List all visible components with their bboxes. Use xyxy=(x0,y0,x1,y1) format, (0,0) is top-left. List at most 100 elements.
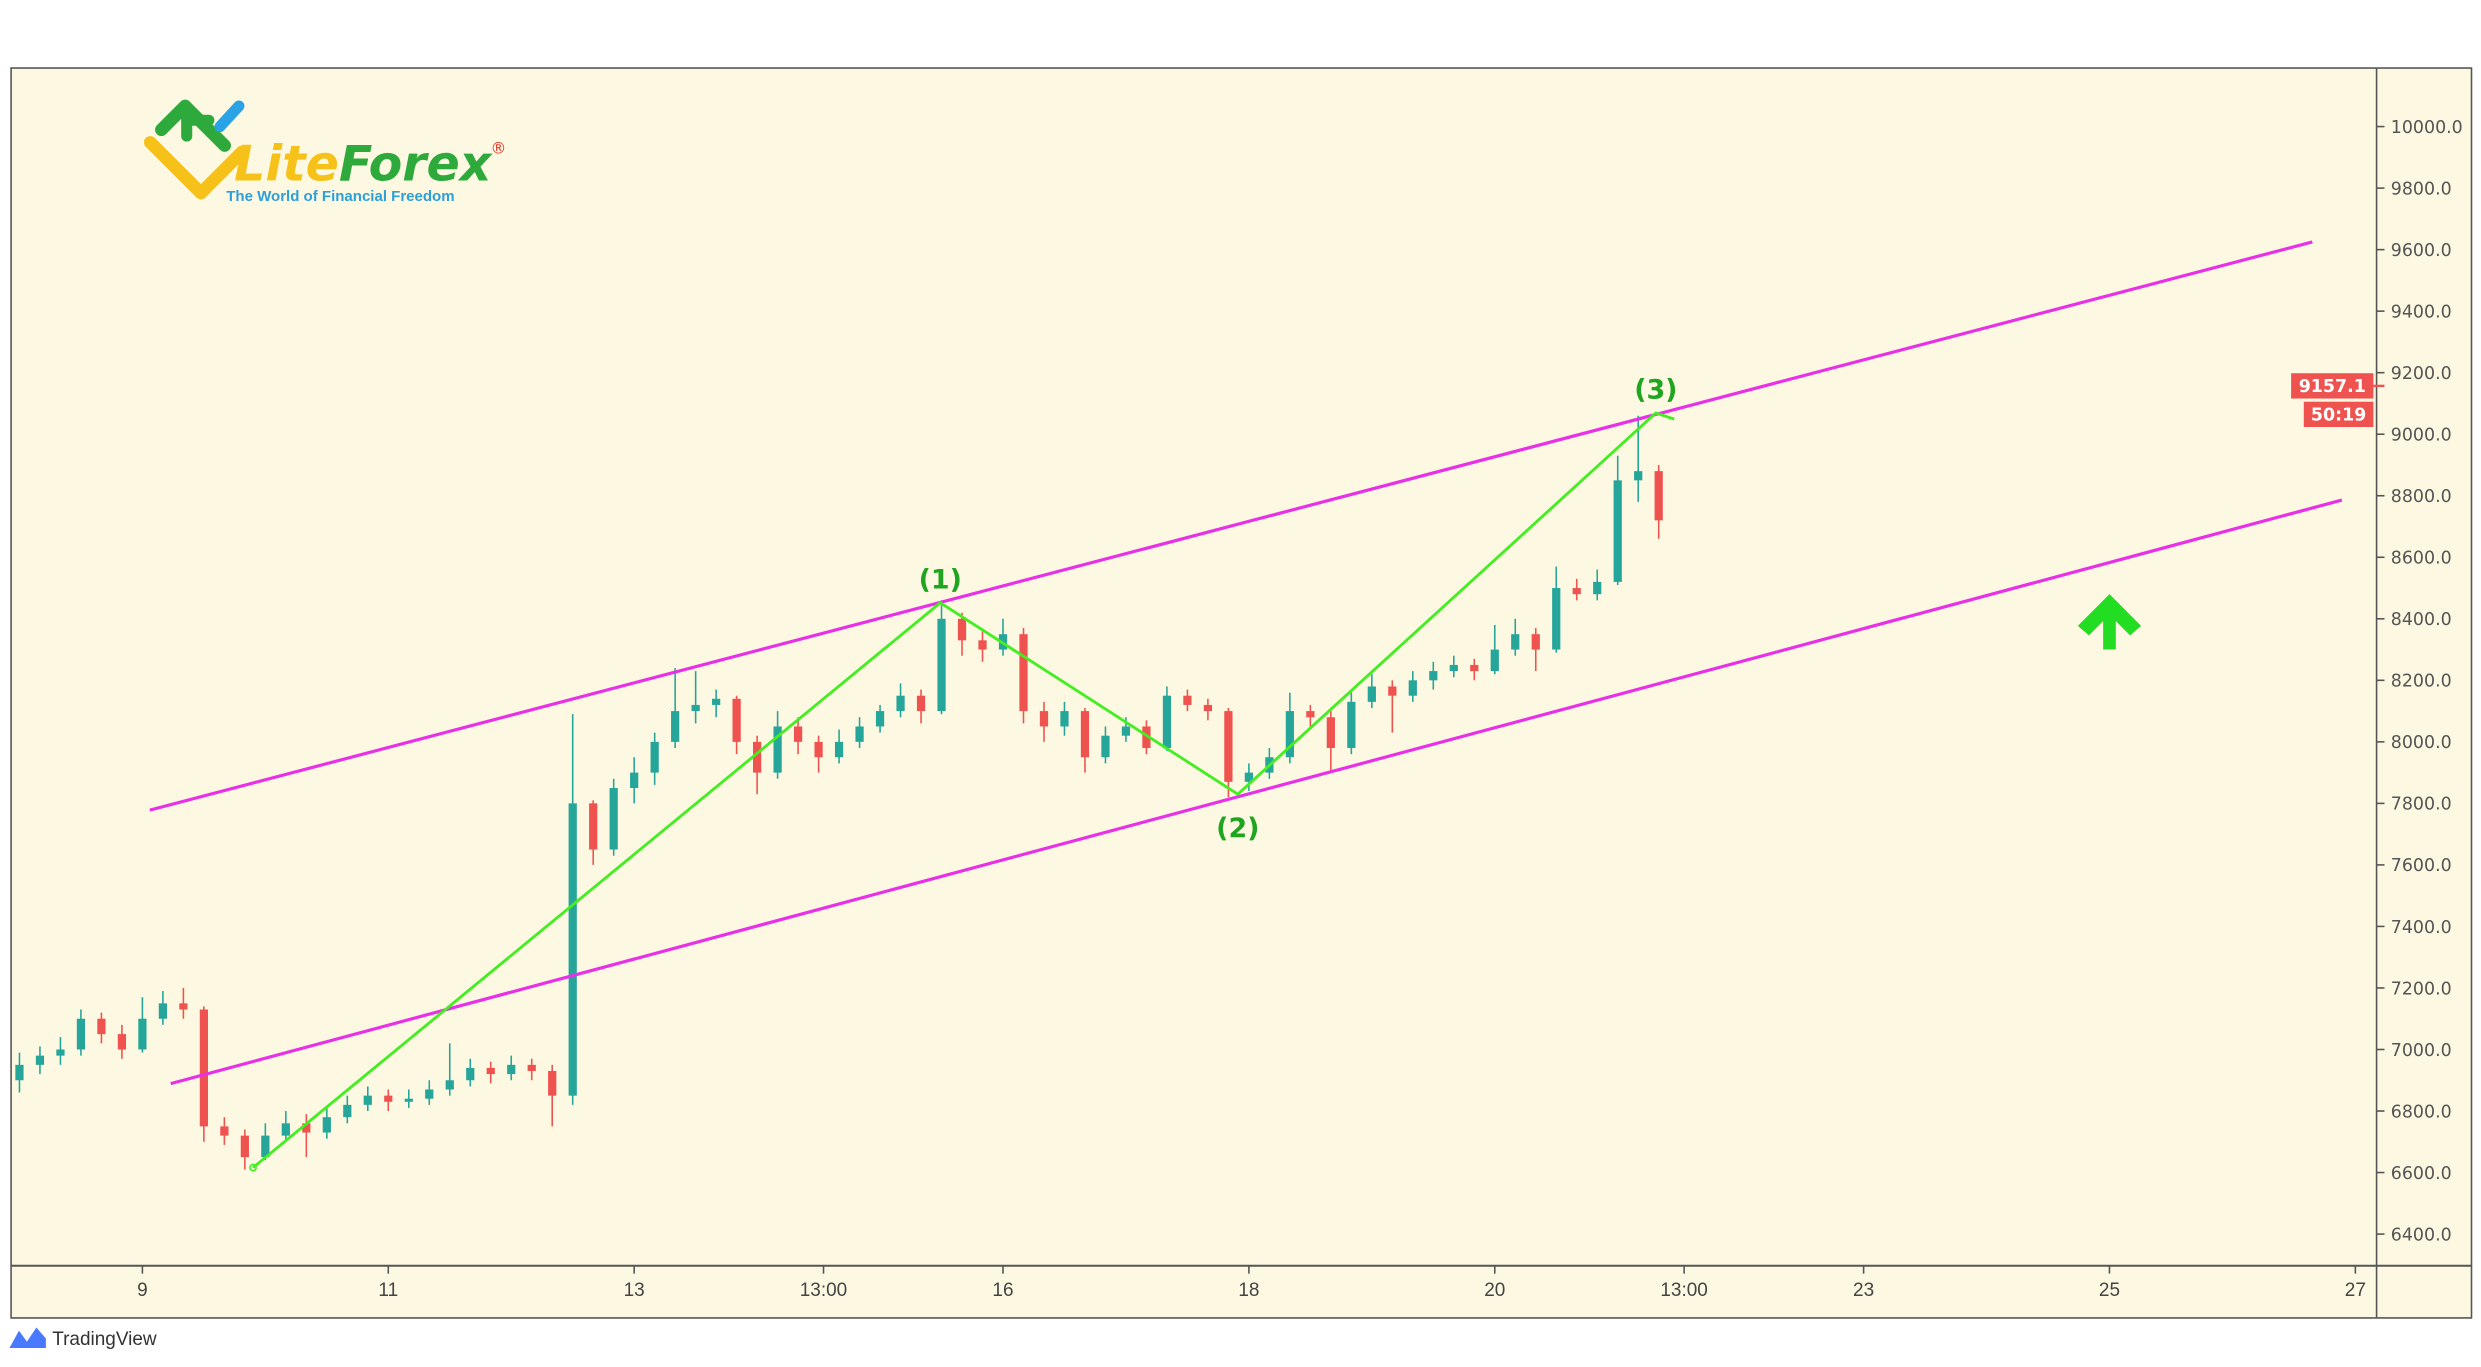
candle xyxy=(548,1064,557,1127)
candle-body xyxy=(199,1009,208,1127)
candle xyxy=(1019,628,1028,724)
candle-body xyxy=(1408,680,1417,696)
candle-body xyxy=(1593,581,1602,595)
candle-body xyxy=(937,618,946,712)
candle-body xyxy=(609,787,618,850)
candle xyxy=(753,735,762,795)
candle-body xyxy=(1613,480,1622,582)
candle-body xyxy=(1367,686,1376,702)
tradingview-brand[interactable]: TradingView xyxy=(9,1327,157,1350)
candle xyxy=(56,1037,65,1065)
candle-body xyxy=(1449,664,1458,672)
countdown-label: 50:19 xyxy=(2311,406,2366,426)
candle-body xyxy=(35,1055,45,1065)
candle-body xyxy=(712,698,721,705)
lower-channel-line[interactable] xyxy=(170,498,2343,1086)
price-tags: 9157.1 50:19 xyxy=(2291,373,2385,428)
candle xyxy=(1080,708,1090,773)
candle xyxy=(1449,655,1458,678)
candle xyxy=(712,689,721,718)
candle xyxy=(793,717,803,755)
liteforex-logo: LiteForex ® The World of Financial Freed… xyxy=(143,99,507,205)
wave-labels: (1) (2) (3) xyxy=(919,375,1678,844)
wave-label: (3) xyxy=(1634,375,1677,406)
candle xyxy=(834,729,844,764)
candle xyxy=(1613,455,1622,585)
countdown-tag xyxy=(2303,401,2374,428)
y-tick-label: 7400.0 xyxy=(2391,918,2452,938)
candle-body xyxy=(1572,588,1581,595)
y-tick-label: 6600.0 xyxy=(2391,1164,2452,1184)
candle xyxy=(589,800,598,865)
candle-body xyxy=(773,726,782,773)
candle xyxy=(671,668,680,749)
logo-mark-icon xyxy=(143,99,249,200)
y-tick-label: 6400.0 xyxy=(2391,1225,2452,1245)
candle xyxy=(261,1123,270,1161)
y-tick-label: 9200.0 xyxy=(2391,364,2452,384)
candle xyxy=(158,991,168,1025)
candle xyxy=(814,735,823,773)
candle-body xyxy=(1203,704,1213,712)
candle xyxy=(978,631,987,662)
candle-body xyxy=(753,741,762,773)
candle-body xyxy=(875,711,885,727)
candle xyxy=(527,1058,536,1081)
candle-body xyxy=(1531,634,1540,650)
candle-body xyxy=(896,695,905,712)
candle xyxy=(138,997,147,1053)
candle-body xyxy=(1511,634,1520,650)
candle xyxy=(486,1061,495,1084)
elliott-wave-line[interactable] xyxy=(252,411,1675,1169)
candle xyxy=(507,1055,516,1081)
candle-body xyxy=(691,704,700,712)
candle xyxy=(896,683,905,718)
candle xyxy=(1162,686,1172,752)
upper-channel-line[interactable] xyxy=(149,240,2313,812)
candle xyxy=(937,600,946,715)
candle xyxy=(1490,624,1499,675)
candle-body xyxy=(56,1049,65,1056)
candle xyxy=(957,612,967,656)
x-tick-label: 23 xyxy=(1853,1280,1874,1301)
candle-body xyxy=(363,1095,372,1105)
tradingview-label: TradingView xyxy=(52,1329,157,1350)
x-tick-label: 13 xyxy=(624,1280,645,1301)
candle xyxy=(1593,569,1602,601)
candle-body xyxy=(1326,717,1335,749)
candle-body xyxy=(1654,471,1663,521)
candle-body xyxy=(527,1064,536,1072)
candle xyxy=(1511,618,1520,656)
logo-registered: ® xyxy=(491,138,507,157)
tradingview-logo-icon xyxy=(9,1327,46,1349)
svg-text:LiteForex: LiteForex xyxy=(234,134,493,192)
candle xyxy=(1306,704,1315,727)
candle xyxy=(773,711,782,779)
x-tick-label: 25 xyxy=(2099,1280,2120,1301)
candle xyxy=(117,1024,127,1059)
price-axis[interactable]: 10000.0 9800.0 9600.0 9400.0 9200.0 9000.0 880… xyxy=(2376,118,2463,1245)
candle xyxy=(1429,661,1438,690)
candle-body xyxy=(1080,711,1090,758)
candle xyxy=(1654,464,1663,539)
y-tick-label: 7200.0 xyxy=(2391,979,2452,999)
candle xyxy=(35,1046,45,1075)
y-tick-label: 9800.0 xyxy=(2391,179,2452,199)
candle xyxy=(179,987,188,1019)
candle xyxy=(1326,711,1335,773)
candle-body xyxy=(1490,649,1499,672)
candle xyxy=(630,757,639,804)
y-tick-label: 9000.0 xyxy=(2391,426,2452,446)
candle-body xyxy=(322,1117,331,1133)
x-tick-label: 13:00 xyxy=(1660,1280,1707,1301)
wave-label: (1) xyxy=(919,565,962,596)
candle-body xyxy=(1244,772,1253,782)
time-axis[interactable]: 9 11 13 13:00 16 18 20 13:00 23 25 27 xyxy=(137,1265,2366,1301)
wave-label: (2) xyxy=(1216,813,1259,844)
candle-body xyxy=(1388,686,1397,696)
x-tick-label: 16 xyxy=(992,1280,1013,1301)
y-tick-label: 8800.0 xyxy=(2391,487,2452,507)
y-tick-label: 9400.0 xyxy=(2391,302,2452,322)
candle xyxy=(363,1086,372,1112)
